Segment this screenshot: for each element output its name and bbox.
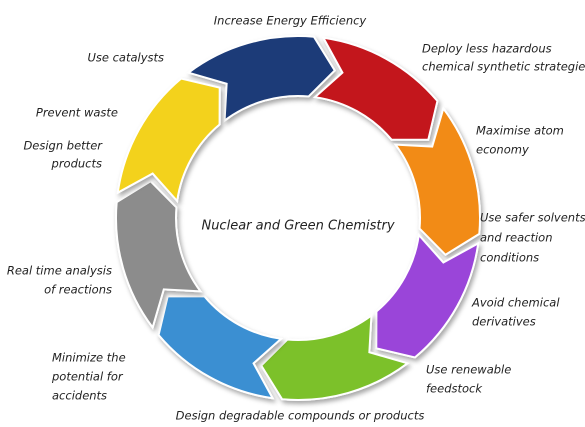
label: chemical synthetic strategies bbox=[422, 60, 585, 74]
label: Use renewable bbox=[426, 363, 511, 377]
label: Deploy less hazardous bbox=[422, 42, 552, 56]
label: accidents bbox=[52, 389, 107, 403]
label: products bbox=[51, 157, 102, 171]
cycle-arrow bbox=[315, 38, 437, 140]
label: potential for bbox=[51, 370, 124, 384]
label: Use safer solvents bbox=[480, 211, 585, 225]
label: economy bbox=[476, 143, 529, 157]
cycle-arrow bbox=[159, 296, 281, 398]
label: Real time analysis bbox=[7, 264, 112, 278]
label: derivatives bbox=[472, 315, 536, 329]
label: Design better bbox=[23, 139, 103, 153]
label: Prevent waste bbox=[36, 106, 118, 120]
label: Minimize the bbox=[52, 351, 126, 365]
label: Design degradable compounds or products bbox=[176, 409, 425, 423]
cycle-arrow bbox=[118, 79, 220, 201]
label: feedstock bbox=[426, 382, 483, 396]
label: and reaction bbox=[480, 231, 553, 245]
label: of reactions bbox=[44, 283, 112, 297]
center-label: Nuclear and Green Chemistry bbox=[201, 219, 394, 234]
label: Avoid chemical bbox=[471, 296, 560, 310]
label: Use catalysts bbox=[87, 51, 164, 65]
cycle-arrow bbox=[376, 235, 478, 357]
diagram: Nuclear and Green Chemistry Increase Ene… bbox=[0, 0, 585, 427]
label: Maximise atom bbox=[476, 124, 564, 138]
label: conditions bbox=[480, 251, 539, 265]
label: Increase Energy Efficiency bbox=[214, 14, 367, 28]
